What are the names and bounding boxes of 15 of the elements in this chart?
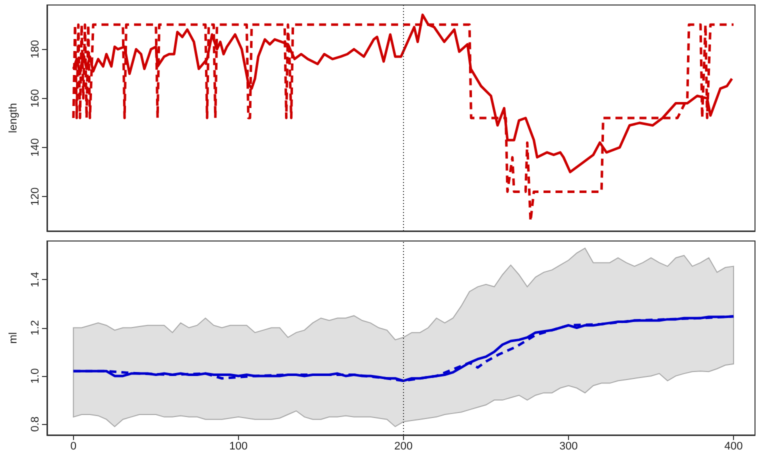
y-axis-title: length — [8, 103, 20, 133]
y-tick-label: 160 — [30, 89, 42, 108]
y-tick-label: 180 — [30, 40, 42, 58]
y-tick-label: 0.8 — [30, 416, 42, 432]
x-tick-label: 300 — [559, 440, 578, 452]
x-tick-label: 200 — [394, 440, 413, 452]
y-tick-label: 140 — [30, 138, 42, 157]
x-tick-label: 100 — [229, 440, 248, 452]
y-tick-label: 1.2 — [30, 320, 42, 336]
x-tick-label: 400 — [724, 440, 743, 452]
x-tick-label: 0 — [70, 440, 76, 452]
y-tick-label: 120 — [30, 187, 42, 206]
y-tick-label: 1.0 — [30, 368, 42, 384]
y-axis-title: ml — [8, 332, 20, 344]
y-tick-label: 1.4 — [30, 272, 42, 288]
